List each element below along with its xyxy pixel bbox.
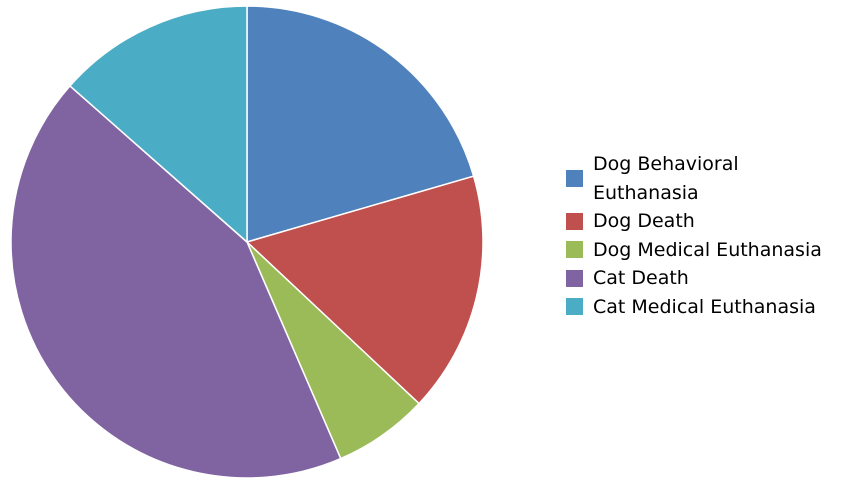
legend-swatch <box>566 170 583 187</box>
legend-label: Cat Death <box>593 267 689 289</box>
legend-item-cat-medical-euthanasia: Cat Medical Euthanasia <box>566 293 856 322</box>
pie-slice-cat-medical-euthanasia <box>68 5 248 244</box>
legend-item-dog-death: Dog Death <box>566 207 856 236</box>
pie-slice-dog-behavioral-euthanasia <box>246 5 475 243</box>
legend-label: Dog Death <box>593 210 695 232</box>
legend-label: Cat Medical Euthanasia <box>593 295 816 318</box>
pie-plot <box>10 5 484 479</box>
legend-label: Dog Behavioral Euthanasia <box>593 153 739 204</box>
legend-swatch <box>566 212 583 230</box>
chart-legend: Dog Behavioral Euthanasia Dog Death Dog … <box>566 150 856 321</box>
legend-swatch <box>566 269 583 287</box>
legend-swatch <box>566 241 583 259</box>
legend-item-dog-behavioral-euthanasia: Dog Behavioral Euthanasia <box>566 150 856 207</box>
pie-slice-dog-death <box>245 175 484 405</box>
legend-swatch <box>566 298 583 316</box>
legend-item-dog-medical-euthanasia: Dog Medical Euthanasia <box>566 236 856 265</box>
legend-label: Dog Medical Euthanasia <box>593 238 822 261</box>
legend-item-cat-death: Cat Death <box>566 264 856 293</box>
pie-slice-cat-death <box>10 84 342 479</box>
